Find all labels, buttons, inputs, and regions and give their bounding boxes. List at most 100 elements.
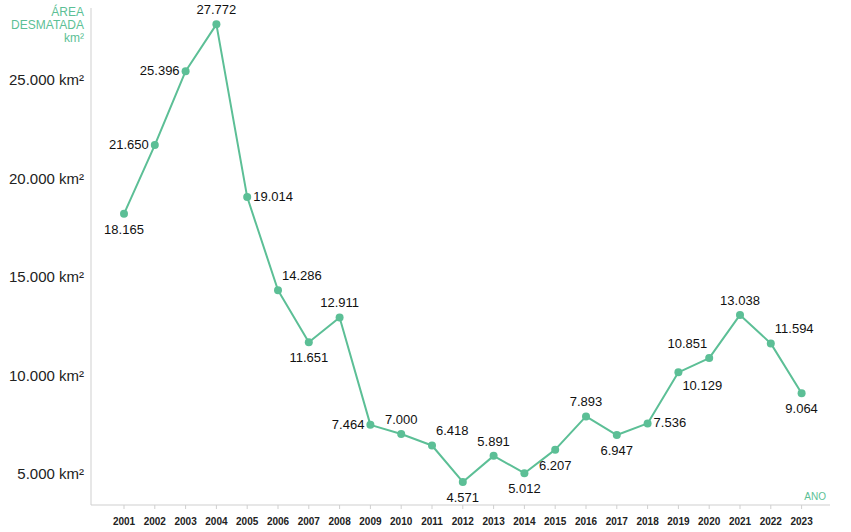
data-label: 6.947 bbox=[601, 443, 634, 458]
x-tick bbox=[493, 505, 494, 509]
data-label: 10.851 bbox=[667, 336, 707, 351]
point bbox=[798, 389, 806, 397]
line bbox=[124, 24, 802, 482]
data-label: 7.464 bbox=[332, 417, 365, 432]
y-axis bbox=[91, 8, 92, 505]
y-tick-label: 20.000 km² bbox=[9, 170, 84, 187]
x-tick-label: 2007 bbox=[298, 516, 321, 527]
x-tick bbox=[709, 505, 710, 509]
data-label: 27.772 bbox=[197, 2, 237, 17]
point bbox=[397, 430, 405, 438]
x-tick bbox=[647, 505, 648, 509]
x-tick bbox=[616, 505, 617, 509]
data-label: 4.571 bbox=[447, 490, 480, 505]
x-tick bbox=[524, 505, 525, 509]
point bbox=[212, 20, 220, 28]
x-tick-label: 2022 bbox=[760, 516, 783, 527]
data-label: 11.594 bbox=[775, 321, 814, 336]
x-tick-label: 2009 bbox=[359, 516, 382, 527]
x-tick bbox=[401, 505, 402, 509]
y-tick-label: 5.000 km² bbox=[17, 465, 84, 482]
data-label: 9.064 bbox=[785, 401, 818, 416]
x-tick bbox=[339, 505, 340, 509]
point bbox=[274, 286, 282, 294]
x-tick-label: 2013 bbox=[482, 516, 505, 527]
point bbox=[428, 441, 436, 449]
point bbox=[736, 311, 744, 319]
y-axis-label-line: DESMATADA bbox=[11, 18, 84, 32]
point bbox=[305, 338, 313, 346]
x-tick bbox=[216, 505, 217, 509]
x-tick-label: 2020 bbox=[698, 516, 721, 527]
x-tick-label: 2004 bbox=[205, 516, 228, 527]
point bbox=[336, 313, 344, 321]
data-label: 6.418 bbox=[436, 423, 469, 438]
y-tick-label: 15.000 km² bbox=[9, 268, 84, 285]
data-label: 19.014 bbox=[253, 189, 293, 204]
point bbox=[182, 67, 190, 75]
point bbox=[243, 193, 251, 201]
x-tick-label: 2021 bbox=[729, 516, 752, 527]
x-tick bbox=[555, 505, 556, 509]
x-tick-label: 2011 bbox=[421, 516, 443, 527]
x-tick-label: 2006 bbox=[267, 516, 290, 527]
y-tick-label: 10.000 km² bbox=[9, 367, 84, 384]
x-tick bbox=[124, 505, 125, 509]
x-tick bbox=[308, 505, 309, 509]
data-label: 10.129 bbox=[682, 378, 722, 393]
x-tick-label: 2012 bbox=[452, 516, 475, 527]
x-tick-label: 2002 bbox=[144, 516, 167, 527]
data-label: 7.536 bbox=[654, 415, 687, 430]
point bbox=[767, 339, 775, 347]
x-tick-label: 2015 bbox=[544, 516, 567, 527]
x-tick-label: 2016 bbox=[575, 516, 598, 527]
series bbox=[120, 20, 806, 486]
point bbox=[613, 431, 621, 439]
data-label: 21.650 bbox=[109, 137, 149, 152]
x-tick-label: 2019 bbox=[667, 516, 690, 527]
point bbox=[366, 421, 374, 429]
x-tick-label: 2008 bbox=[328, 516, 351, 527]
data-label: 6.207 bbox=[539, 458, 572, 473]
point bbox=[582, 412, 590, 420]
y-tick-label: 25.000 km² bbox=[9, 71, 84, 88]
data-label: 12.911 bbox=[320, 295, 359, 310]
point bbox=[520, 469, 528, 477]
point bbox=[459, 478, 467, 486]
data-label: 14.286 bbox=[282, 268, 322, 283]
chart: ÁREADESMATADAkm² ANO 5.000 km² 10.000 km² 15… bbox=[0, 0, 851, 532]
x-tick bbox=[586, 505, 587, 509]
x-tick bbox=[247, 505, 248, 509]
x-tick bbox=[678, 505, 679, 509]
data-label: 11.651 bbox=[289, 350, 328, 365]
data-label: 18.165 bbox=[104, 222, 144, 237]
point bbox=[490, 452, 498, 460]
point bbox=[551, 446, 559, 454]
x-tick bbox=[185, 505, 186, 509]
y-axis-label-line: km² bbox=[64, 31, 84, 45]
point bbox=[644, 419, 652, 427]
x-tick-label: 2010 bbox=[390, 516, 413, 527]
x-tick-label: 2001 bbox=[113, 516, 136, 527]
point bbox=[120, 210, 128, 218]
x-tick bbox=[278, 505, 279, 509]
data-label: 13.038 bbox=[720, 293, 760, 308]
data-label: 7.000 bbox=[385, 412, 418, 427]
x-tick-label: 2014 bbox=[513, 516, 536, 527]
point bbox=[674, 368, 682, 376]
x-axis-label: ANO bbox=[804, 491, 826, 502]
x-tick-label: 2005 bbox=[236, 516, 259, 527]
x-tick-label: 2018 bbox=[636, 516, 659, 527]
data-label: 5.891 bbox=[477, 434, 510, 449]
x-tick bbox=[740, 505, 741, 509]
y-axis-label: ÁREADESMATADAkm² bbox=[11, 4, 84, 45]
x-tick bbox=[462, 505, 463, 509]
data-label: 25.396 bbox=[140, 63, 180, 78]
y-axis-label-line: ÁREA bbox=[51, 4, 84, 19]
x-tick bbox=[432, 505, 433, 509]
x-tick bbox=[770, 505, 771, 509]
point bbox=[151, 141, 159, 149]
x-tick-label: 2003 bbox=[174, 516, 197, 527]
x-tick-label: 2017 bbox=[606, 516, 629, 527]
x-tick bbox=[801, 505, 802, 509]
